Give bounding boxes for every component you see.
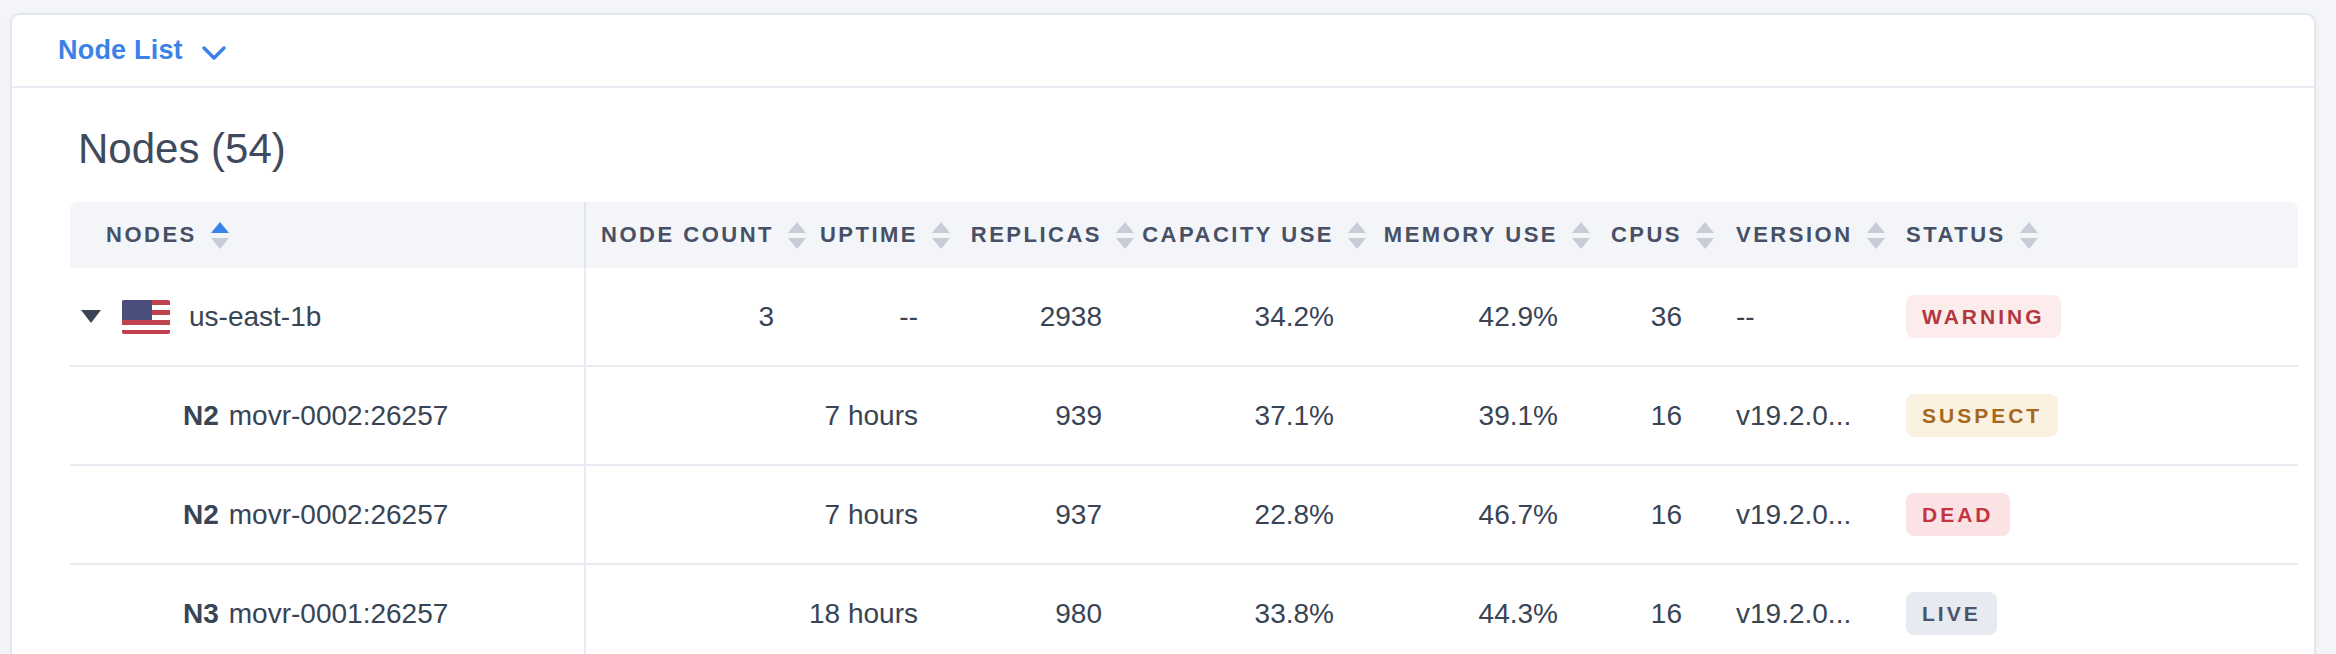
table-header-row: NODES NODE COUNT UPTIME REPLICAS CAPACIT… <box>70 202 2298 268</box>
column-header-label: REPLICAS <box>971 222 1102 248</box>
cpus-cell: 16 <box>1590 466 1714 563</box>
column-header-label: CPUS <box>1611 222 1682 248</box>
table-row-node[interactable]: N3 movr-0001:26257 18 hours 980 33.8% 44… <box>70 565 2298 654</box>
sort-icon <box>1572 222 1590 249</box>
status-cell: LIVE <box>1890 565 2298 654</box>
sort-icon <box>1116 222 1134 249</box>
status-cell: DEAD <box>1890 466 2298 563</box>
capacity-use-cell: 33.8% <box>1134 565 1366 654</box>
column-header-nodes[interactable]: NODES <box>70 202 586 268</box>
node-address: movr-0002:26257 <box>229 499 448 531</box>
capacity-use-cell: 34.2% <box>1134 268 1366 365</box>
column-header-node-count[interactable]: NODE COUNT <box>586 202 806 268</box>
node-id: N2 <box>183 499 219 531</box>
node-id: N2 <box>183 400 219 432</box>
column-header-label: UPTIME <box>820 222 918 248</box>
column-header-status[interactable]: STATUS <box>1890 202 2298 268</box>
node-cell: N2 movr-0002:26257 <box>70 466 586 563</box>
node-address: movr-0001:26257 <box>229 598 448 630</box>
column-header-label: VERSION <box>1736 222 1853 248</box>
node-count-cell: 3 <box>586 268 806 365</box>
table-row-region[interactable]: us-east-1b 3 -- 2938 34.2% 42.9% 36 -- W… <box>70 268 2298 367</box>
nodes-table: NODES NODE COUNT UPTIME REPLICAS CAPACIT… <box>70 202 2298 654</box>
column-header-label: STATUS <box>1906 222 2006 248</box>
node-id: N3 <box>183 598 219 630</box>
memory-use-cell: 42.9% <box>1366 268 1590 365</box>
view-selector-dropdown[interactable]: Node List <box>58 35 227 66</box>
uptime-cell: 7 hours <box>806 367 950 464</box>
memory-use-cell: 44.3% <box>1366 565 1590 654</box>
sort-icon <box>1348 222 1366 249</box>
sort-icon <box>788 222 806 249</box>
column-header-version[interactable]: VERSION <box>1714 202 1890 268</box>
view-selector-bar: Node List <box>12 15 2314 88</box>
region-cell: us-east-1b <box>70 268 586 365</box>
column-header-label: CAPACITY USE <box>1142 222 1334 248</box>
node-address: movr-0002:26257 <box>229 400 448 432</box>
status-badge: SUSPECT <box>1906 394 2058 437</box>
collapse-expander-icon[interactable] <box>81 310 101 323</box>
cpus-cell: 36 <box>1590 268 1714 365</box>
version-cell: v19.2.0... <box>1714 466 1890 563</box>
view-selector-label: Node List <box>58 35 183 66</box>
sort-icon <box>2020 222 2038 249</box>
column-header-label: NODE COUNT <box>601 222 774 248</box>
column-header-cpus[interactable]: CPUS <box>1590 202 1714 268</box>
column-header-replicas[interactable]: REPLICAS <box>950 202 1134 268</box>
uptime-cell: 18 hours <box>806 565 950 654</box>
sort-icon <box>1696 222 1714 249</box>
version-cell: v19.2.0... <box>1714 565 1890 654</box>
table-row-node[interactable]: N2 movr-0002:26257 7 hours 937 22.8% 46.… <box>70 466 2298 565</box>
chevron-down-icon <box>201 45 227 61</box>
cpus-cell: 16 <box>1590 565 1714 654</box>
column-header-label: NODES <box>106 222 197 248</box>
node-count-cell <box>586 367 806 464</box>
version-cell: -- <box>1714 268 1890 365</box>
replicas-cell: 939 <box>950 367 1134 464</box>
uptime-cell: 7 hours <box>806 466 950 563</box>
node-list-card: Node List Nodes (54) NODES NODE COUNT UP… <box>10 13 2316 654</box>
version-cell: v19.2.0... <box>1714 367 1890 464</box>
status-cell: WARNING <box>1890 268 2298 365</box>
region-name: us-east-1b <box>189 301 321 333</box>
column-header-capacity-use[interactable]: CAPACITY USE <box>1134 202 1366 268</box>
node-count-cell <box>586 565 806 654</box>
status-badge: DEAD <box>1906 493 2010 536</box>
cpus-cell: 16 <box>1590 367 1714 464</box>
status-badge: WARNING <box>1906 295 2061 338</box>
column-header-label: MEMORY USE <box>1384 222 1558 248</box>
sort-icon <box>211 222 229 249</box>
replicas-cell: 937 <box>950 466 1134 563</box>
sort-icon <box>932 222 950 249</box>
memory-use-cell: 46.7% <box>1366 466 1590 563</box>
node-count-cell <box>586 466 806 563</box>
replicas-cell: 2938 <box>950 268 1134 365</box>
table-row-node[interactable]: N2 movr-0002:26257 7 hours 939 37.1% 39.… <box>70 367 2298 466</box>
replicas-cell: 980 <box>950 565 1134 654</box>
status-badge: LIVE <box>1906 592 1997 635</box>
column-header-memory-use[interactable]: MEMORY USE <box>1366 202 1590 268</box>
us-flag-icon <box>122 300 170 334</box>
node-cell: N3 movr-0001:26257 <box>70 565 586 654</box>
memory-use-cell: 39.1% <box>1366 367 1590 464</box>
sort-icon <box>1867 222 1885 249</box>
status-cell: SUSPECT <box>1890 367 2298 464</box>
page-title: Nodes (54) <box>78 126 2314 172</box>
node-cell: N2 movr-0002:26257 <box>70 367 586 464</box>
column-header-uptime[interactable]: UPTIME <box>806 202 950 268</box>
capacity-use-cell: 22.8% <box>1134 466 1366 563</box>
capacity-use-cell: 37.1% <box>1134 367 1366 464</box>
uptime-cell: -- <box>806 268 950 365</box>
